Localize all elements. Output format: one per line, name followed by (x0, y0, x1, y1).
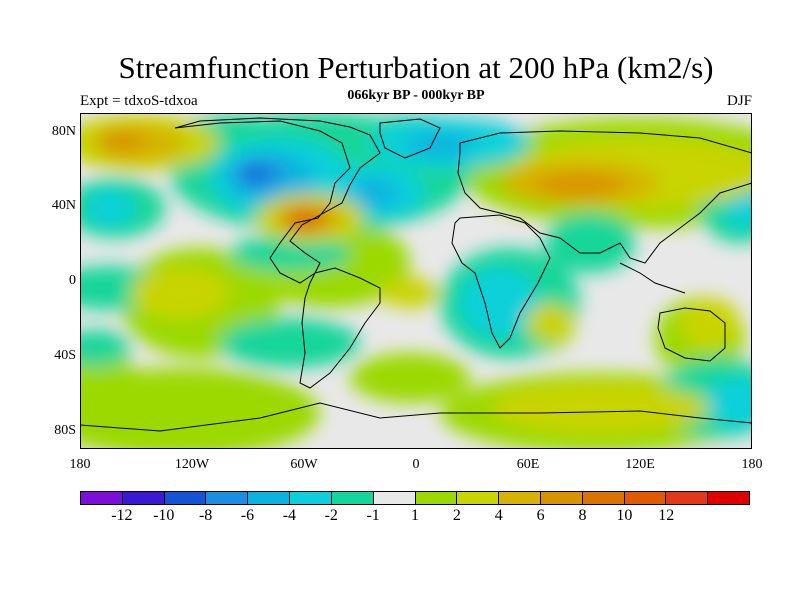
map-svg (80, 113, 752, 449)
experiment-label: Expt = tdxoS-tdxoa (80, 93, 198, 109)
colorbar-swatch (708, 492, 749, 504)
colorbar-label: -10 (153, 507, 175, 524)
lon-tick-180e: 180 (741, 457, 763, 472)
plot-title: Streamfunction Perturbation at 200 hPa (… (118, 50, 714, 85)
lat-tick-40s: 40S (54, 348, 76, 363)
colorbar-label: 2 (452, 507, 461, 524)
lon-tick-0: 0 (412, 457, 420, 472)
lon-tick-180w: 180 (69, 457, 91, 472)
antarctica-coastline (80, 402, 752, 432)
colorbar-swatch (499, 492, 541, 504)
colorbar-swatch (666, 492, 709, 504)
colorbar-label: -12 (111, 507, 133, 524)
colorbar-label: 12 (658, 507, 675, 524)
south-america-coastline (299, 267, 381, 389)
colorbar-swatch (122, 492, 165, 504)
coastlines (80, 117, 752, 432)
africa-coastline (451, 214, 551, 349)
map-frame (80, 113, 752, 449)
maritime-continent-coastline (619, 262, 686, 294)
lat-tick-80n: 80N (51, 124, 76, 139)
colorbar-swatch (540, 492, 583, 504)
lon-tick-60e: 60E (516, 457, 540, 472)
colorbar-swatch (206, 492, 249, 504)
colorbar-swatch (248, 492, 291, 504)
colorbar-swatch (373, 492, 416, 504)
lat-tick-eq: 0 (69, 273, 76, 288)
contour-fills (80, 113, 752, 449)
colorbar-label: -8 (198, 507, 213, 524)
colorbar-swatch (415, 492, 458, 504)
colorbar-label: -6 (240, 507, 255, 524)
lat-tick-40n: 40N (51, 198, 76, 213)
greenland-coastline (379, 118, 441, 159)
colorbar-label: -2 (324, 507, 338, 524)
colorbar-swatch (331, 492, 374, 504)
season-label: DJF (726, 93, 752, 109)
colorbar-label: -1 (366, 507, 380, 524)
colorbar-swatch (290, 492, 332, 504)
north-america-coastline (174, 117, 381, 284)
colorbar-swatch (624, 492, 667, 504)
colorbar-swatch (457, 492, 500, 504)
colorbar-label: 8 (578, 507, 587, 524)
colorbar-label: 6 (536, 507, 545, 524)
colorbar (80, 491, 750, 505)
lon-tick-120w: 120W (174, 457, 210, 472)
map-panel (80, 113, 752, 449)
colorbar-label: 10 (616, 507, 633, 524)
eurasia-coastline (457, 130, 752, 264)
lon-tick-60w: 60W (290, 457, 318, 472)
colorbar-label: 4 (494, 507, 503, 524)
colorbar-swatch (582, 492, 625, 504)
period-label: 066kyr BP - 000kyr BP (347, 88, 485, 103)
australia-coastline (657, 307, 726, 362)
lon-tick-120e: 120E (625, 457, 655, 472)
colorbar-swatch (164, 492, 207, 504)
colorbar-label: -4 (282, 507, 297, 524)
colorbar-swatch (81, 492, 123, 504)
lat-tick-80s: 80S (54, 423, 76, 438)
colorbar-label: 1 (411, 507, 419, 524)
